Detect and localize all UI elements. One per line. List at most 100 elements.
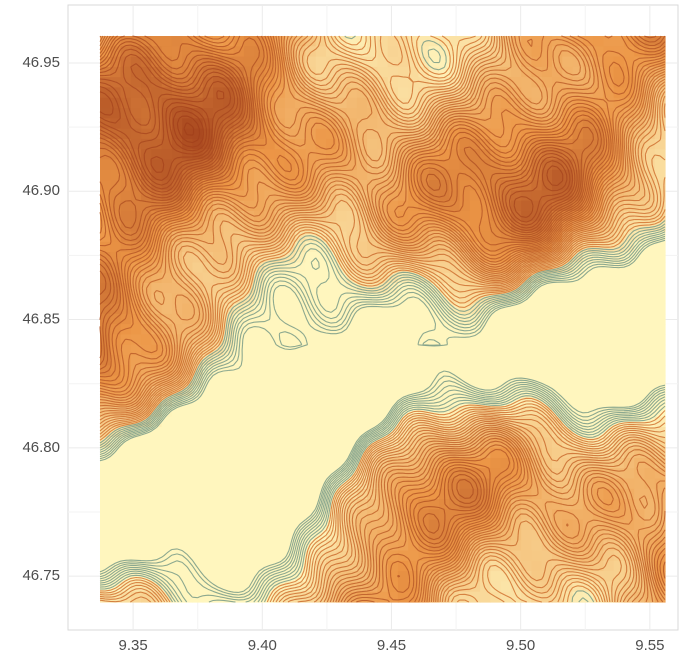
terrain-cell (213, 437, 224, 448)
terrain-cell (542, 334, 553, 345)
terrain-cell (367, 139, 378, 150)
terrain-cell (254, 489, 265, 500)
terrain-cell (203, 417, 214, 428)
terrain-cell (490, 571, 501, 582)
terrain-cell (624, 46, 635, 57)
terrain-cell (573, 365, 584, 376)
terrain-cell (223, 427, 234, 438)
terrain-cell (254, 406, 265, 417)
terrain-cell (192, 581, 203, 592)
terrain-cell (624, 479, 635, 490)
terrain-cell (501, 365, 512, 376)
terrain-cell (244, 376, 255, 387)
terrain-cell (264, 499, 275, 510)
terrain-cell (121, 520, 132, 531)
terrain-cell (357, 98, 368, 109)
terrain-cell (367, 334, 378, 345)
terrain-cell (285, 304, 296, 315)
terrain-cell (234, 252, 245, 263)
terrain-cell (583, 324, 594, 335)
terrain-cell (552, 355, 563, 366)
terrain-cell (131, 520, 142, 531)
terrain-cell (121, 468, 132, 479)
terrain-cell (213, 561, 224, 572)
terrain-cell (316, 427, 327, 438)
terrain-cell (100, 520, 111, 531)
terrain-cell (470, 376, 481, 387)
terrain-cell (264, 468, 275, 479)
terrain-cell (244, 458, 255, 469)
terrain-cell (542, 355, 553, 366)
terrain-cell (182, 406, 193, 417)
terrain-cell (162, 273, 173, 284)
terrain-cell (357, 221, 368, 232)
terrain-cell (603, 57, 614, 68)
terrain-cell (480, 355, 491, 366)
terrain-cell (285, 159, 296, 170)
terrain-cell (172, 530, 183, 541)
terrain-cell (295, 479, 306, 490)
terrain-cell (603, 293, 614, 304)
terrain-cell (213, 571, 224, 582)
terrain-cell (295, 170, 306, 181)
terrain-cell (624, 345, 635, 356)
terrain-cell (624, 520, 635, 531)
terrain-cell (603, 334, 614, 345)
terrain-cell (172, 190, 183, 201)
terrain-cell (603, 540, 614, 551)
terrain-cell (624, 293, 635, 304)
terrain-cell (285, 108, 296, 119)
terrain-cell (336, 365, 347, 376)
terrain-cell (203, 540, 214, 551)
terrain-cell (336, 448, 347, 459)
terrain-cell (162, 509, 173, 520)
terrain-cell (223, 376, 234, 387)
terrain-cell (614, 437, 625, 448)
terrain-cell (644, 273, 655, 284)
terrain-cell (367, 118, 378, 129)
terrain-cell (655, 283, 666, 294)
terrain-cell (264, 396, 275, 407)
terrain-cell (203, 396, 214, 407)
terrain-cell (573, 376, 584, 387)
terrain-cell (213, 489, 224, 500)
terrain-cell (234, 437, 245, 448)
terrain-cell (110, 499, 121, 510)
terrain-cell (254, 396, 265, 407)
terrain-cell (460, 334, 471, 345)
terrain-cell (377, 304, 388, 315)
terrain-cell (449, 118, 460, 129)
terrain-cell (110, 509, 121, 520)
terrain-cell (162, 479, 173, 490)
terrain-cell (285, 479, 296, 490)
terrain-cell (151, 118, 162, 129)
terrain-cell (141, 540, 152, 551)
terrain-cell (213, 479, 224, 490)
terrain-cell (583, 345, 594, 356)
terrain-cell (305, 149, 316, 160)
terrain-cell (408, 293, 419, 304)
terrain-cell (655, 314, 666, 325)
terrain-cell (121, 211, 132, 222)
terrain-cell (326, 365, 337, 376)
terrain-cell (336, 355, 347, 366)
terrain-cell (110, 252, 121, 263)
terrain-cell (634, 530, 645, 541)
terrain-cell (388, 355, 399, 366)
terrain-cell (264, 365, 275, 376)
terrain-cell (316, 129, 327, 140)
terrain-cell (254, 468, 265, 479)
terrain-cell (490, 118, 501, 129)
terrain-cell (254, 427, 265, 438)
terrain-cell (305, 386, 316, 397)
terrain-cell (531, 87, 542, 98)
terrain-cell (264, 448, 275, 459)
terrain-cell (295, 458, 306, 469)
terrain-cell (295, 365, 306, 376)
terrain-cell (223, 221, 234, 232)
terrain-cell (655, 262, 666, 273)
y-tick-label: 46.95 (22, 54, 60, 71)
terrain-cell (305, 406, 316, 417)
terrain-cell (490, 376, 501, 387)
terrain-cell (234, 509, 245, 520)
